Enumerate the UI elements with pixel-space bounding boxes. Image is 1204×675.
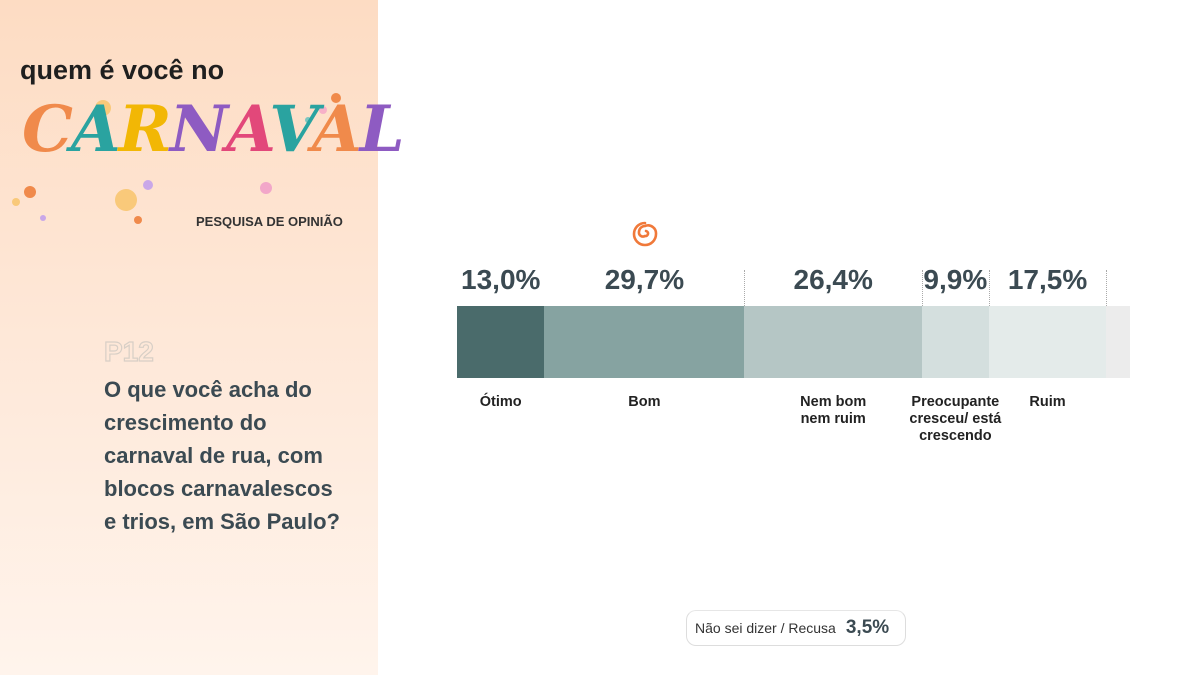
tagline: PESQUISA DE OPINIÃO	[196, 214, 343, 229]
header-line: quem é você no	[20, 55, 225, 85]
value-label: 9,9%	[923, 264, 988, 295]
bar-segment	[544, 306, 745, 378]
divider	[1106, 270, 1108, 330]
category-label: Ruim	[1029, 394, 1066, 410]
category-label: Preocupante cresceu/ está crescendo	[909, 394, 1002, 444]
divider	[922, 270, 924, 306]
icon	[632, 221, 658, 247]
value-label: 17,5%	[1007, 264, 1088, 295]
bar-segment	[457, 306, 545, 378]
question-id: P12	[103, 335, 154, 367]
chart-title: O que você acha do crescimento do carnav…	[104, 377, 340, 534]
divider	[744, 270, 746, 306]
category-label: Nem bom nem ruim	[800, 394, 867, 427]
logo: CARNAVAL	[22, 92, 405, 167]
bar-segment	[1106, 306, 1130, 378]
confetti	[12, 93, 341, 224]
bar-segment	[744, 306, 923, 378]
value-label: 29,7%	[604, 264, 685, 295]
side-panel: quem é você no CARNAVAL PESQUISA DE OPIN…	[0, 0, 405, 675]
category-label: Bom	[628, 394, 661, 410]
other-box: Não sei dizer / Recusa 3,5%	[686, 610, 906, 646]
divider	[988, 270, 990, 306]
value-label: 26,4%	[793, 264, 873, 295]
category-label: Ótimo	[479, 394, 522, 410]
value-label: 13,0%	[461, 264, 541, 295]
other-label: Não sei dizer / Recusa	[695, 620, 836, 636]
bar-segment	[988, 306, 1107, 378]
other-value-label: 3,5%	[845, 617, 890, 638]
bar-segment	[922, 306, 989, 378]
